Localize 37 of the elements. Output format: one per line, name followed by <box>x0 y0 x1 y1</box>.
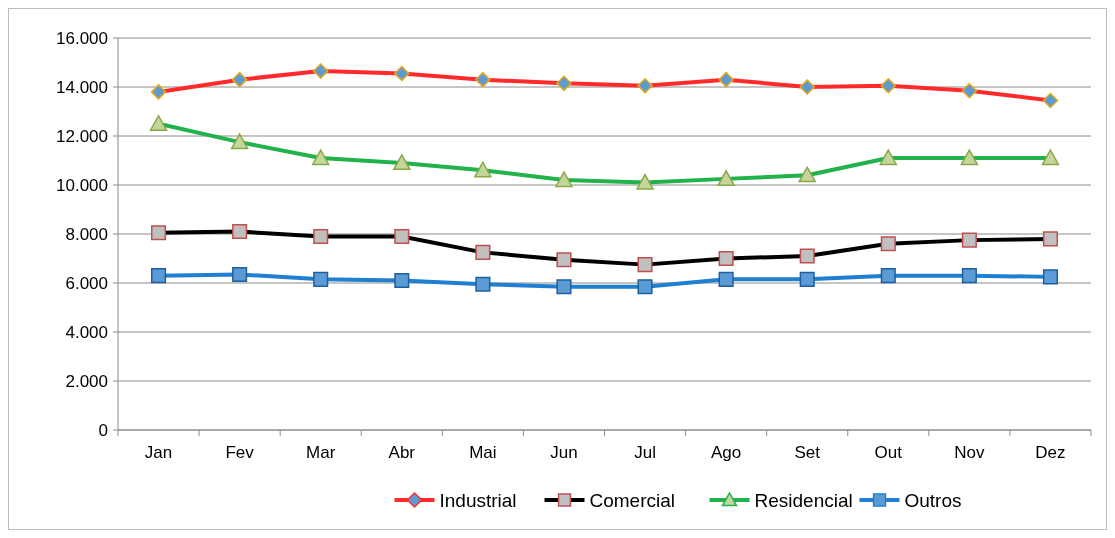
x-tick-label: Fev <box>225 443 255 462</box>
y-tick-label: 14.000 <box>56 77 108 97</box>
point <box>556 279 572 295</box>
point <box>1042 269 1059 285</box>
x-tick-label: Jul <box>634 443 656 462</box>
x-tick-label: Set <box>794 443 821 462</box>
x-tick-label: Out <box>874 443 903 462</box>
y-tick-label: 8.000 <box>65 224 108 244</box>
point <box>475 276 491 292</box>
point <box>718 271 734 287</box>
y-tick-label: 6.000 <box>65 273 108 293</box>
y-tick-label: 4.000 <box>65 322 108 342</box>
x-tick-label: Mai <box>469 443 497 462</box>
point <box>232 266 248 282</box>
x-tick-label: Ago <box>711 443 742 462</box>
x-tick-label: Mar <box>306 443 336 462</box>
x-tick-label: Nov <box>954 443 985 462</box>
x-tick-label: Abr <box>388 443 416 462</box>
point <box>150 268 167 284</box>
point <box>394 273 410 289</box>
y-tick-label: 0 <box>98 420 108 440</box>
x-tick-label: Dez <box>1035 443 1066 462</box>
point <box>313 271 329 287</box>
legend-label: Residencial <box>754 489 853 511</box>
legend-label: Outros <box>904 489 962 511</box>
point <box>799 271 815 287</box>
point <box>961 268 977 284</box>
y-tick-label: 10.000 <box>56 175 108 195</box>
point <box>637 279 653 295</box>
point <box>880 268 896 284</box>
x-tick-label: Jan <box>144 443 173 462</box>
y-tick-label: 2.000 <box>65 371 108 391</box>
legend-label: Industrial <box>439 489 517 511</box>
legend-label: Comercial <box>589 489 676 511</box>
x-tick-label: Jun <box>550 443 578 462</box>
y-tick-label: 16.000 <box>56 28 108 48</box>
y-tick-label: 12.000 <box>56 126 108 146</box>
